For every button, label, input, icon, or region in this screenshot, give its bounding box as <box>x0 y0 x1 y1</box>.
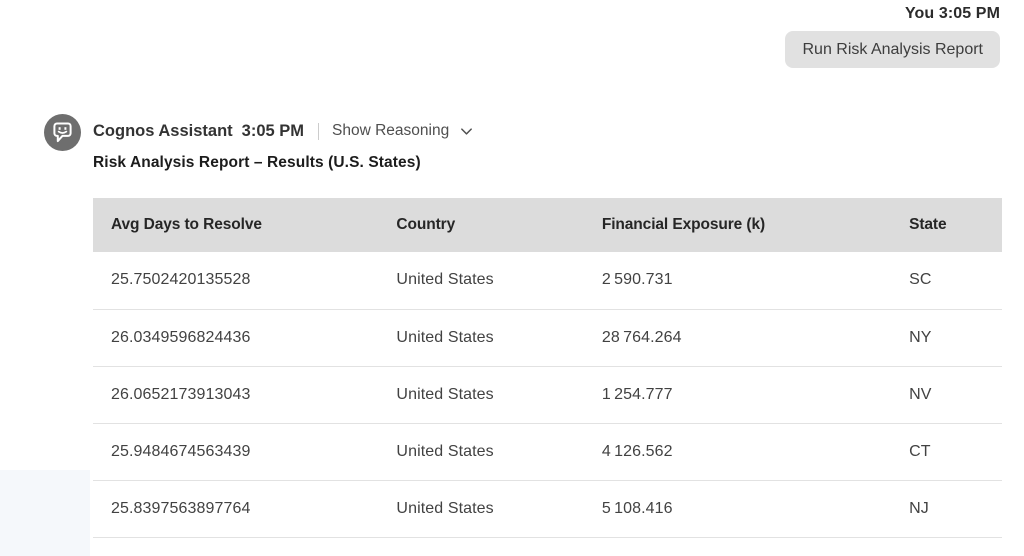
cell-financial-exposure: 4 126.562 <box>583 423 892 481</box>
column-header-state: State <box>891 198 1002 252</box>
table-row: 25.8397563897764 United States 5 108.416… <box>93 480 1002 538</box>
cell-state: NY <box>891 309 1002 367</box>
chevron-down-icon[interactable] <box>459 124 474 139</box>
cell-state: NV <box>891 366 1002 424</box>
cell-avg-days: 25.9484674563439 <box>93 423 379 481</box>
table-row: 26.0652173913043 United States 1 254.777… <box>93 366 1002 424</box>
table-row: 25.7502420135528 United States 2 590.731… <box>93 252 1002 310</box>
table-header: Avg Days to Resolve Country Financial Ex… <box>93 198 1002 252</box>
cell-financial-exposure: 1 254.777 <box>583 366 892 424</box>
cell-avg-days: 25.7502420135528 <box>93 252 379 310</box>
column-header-country: Country <box>378 198 584 252</box>
report-title: Risk Analysis Report – Results (U.S. Sta… <box>93 154 421 171</box>
user-message-meta: You 3:05 PM <box>904 5 1000 22</box>
show-reasoning-label: Show Reasoning <box>332 122 450 139</box>
cell-financial-exposure: 2 590.731 <box>583 252 892 310</box>
cell-country: United States <box>378 252 584 310</box>
table-row: 25.9484674563439 United States 4 126.562… <box>93 423 1002 481</box>
cell-financial-exposure: 5 108.416 <box>583 480 892 538</box>
assistant-timestamp: 3:05 PM <box>241 121 305 140</box>
table-header-row: Avg Days to Resolve Country Financial Ex… <box>93 198 1002 252</box>
cell-state: CT <box>891 423 1002 481</box>
cell-country: United States <box>378 309 584 367</box>
cell-financial-exposure: 28 764.264 <box>583 309 892 367</box>
show-reasoning-toggle[interactable]: Show Reasoning <box>332 122 474 140</box>
assistant-name: Cognos Assistant <box>93 121 233 140</box>
user-message: You 3:05 PM Run Risk Analysis Report <box>785 5 1000 68</box>
assistant-avatar-chatbot-icon <box>44 114 81 151</box>
risk-analysis-results-table: Avg Days to Resolve Country Financial Ex… <box>93 198 1002 538</box>
column-header-financial-exposure: Financial Exposure (k) <box>583 198 892 252</box>
cell-country: United States <box>378 366 584 424</box>
cell-avg-days: 25.8397563897764 <box>93 480 379 538</box>
cell-state: SC <box>891 252 1002 310</box>
header-divider <box>318 122 320 140</box>
assistant-message: Cognos Assistant 3:05 PM Show Reasoning … <box>44 114 1002 538</box>
run-risk-analysis-report-button[interactable]: Run Risk Analysis Report <box>785 31 1000 68</box>
background-highlight <box>0 470 90 556</box>
column-header-avg-days: Avg Days to Resolve <box>93 198 379 252</box>
cell-country: United States <box>378 423 584 481</box>
cell-avg-days: 26.0349596824436 <box>93 309 379 367</box>
cell-avg-days: 26.0652173913043 <box>93 366 379 424</box>
table-row: 26.0349596824436 United States 28 764.26… <box>93 309 1002 367</box>
assistant-message-header: Cognos Assistant 3:05 PM Show Reasoning <box>93 114 1002 148</box>
cell-country: United States <box>378 480 584 538</box>
cell-state: NJ <box>891 480 1002 538</box>
